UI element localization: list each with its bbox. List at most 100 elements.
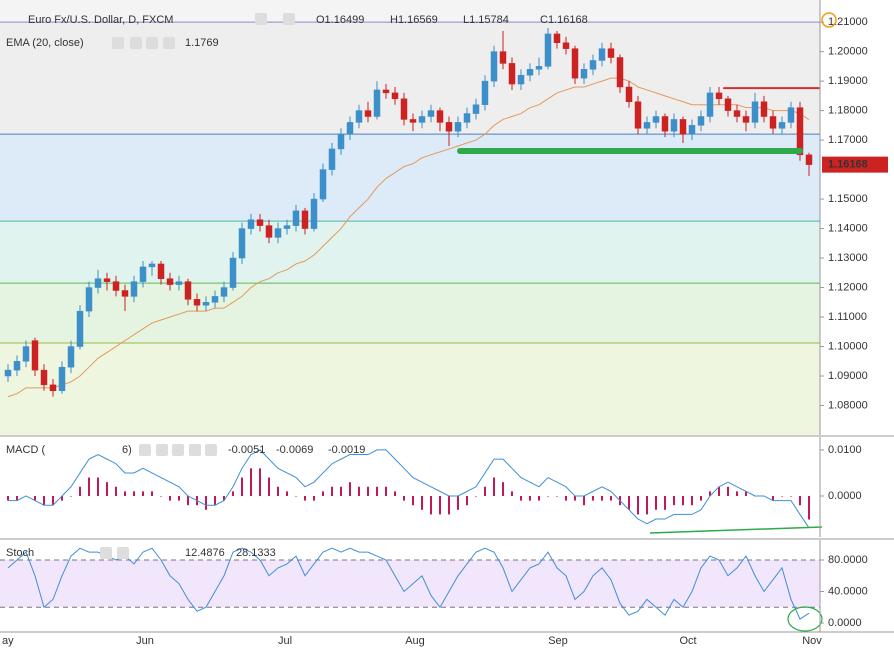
y-tick-label: 1.12000 bbox=[828, 281, 868, 293]
candle-body bbox=[400, 98, 408, 120]
candle-body bbox=[589, 60, 597, 70]
candle-body bbox=[472, 104, 480, 114]
candle-body bbox=[31, 340, 39, 371]
y-tick-label: 1.09000 bbox=[828, 370, 868, 382]
candle-body bbox=[274, 228, 282, 238]
y-tick-label: 1.14000 bbox=[828, 222, 868, 234]
macd-signal-value: -0.0019 bbox=[328, 444, 365, 456]
candle-body bbox=[778, 122, 786, 129]
macd-histogram-bar bbox=[286, 491, 288, 496]
candle-body bbox=[382, 89, 390, 94]
legend-icon bbox=[156, 444, 168, 456]
candle-body bbox=[256, 219, 264, 226]
candle-body bbox=[211, 296, 219, 303]
macd-histogram-bar bbox=[79, 486, 81, 496]
legend-icon bbox=[189, 444, 201, 456]
candle-body bbox=[436, 110, 444, 123]
candle-body bbox=[535, 66, 543, 70]
macd-histogram-bar bbox=[394, 491, 396, 496]
stoch-band bbox=[0, 560, 820, 608]
macd-histogram-bar bbox=[97, 477, 99, 496]
macd-histogram-bar bbox=[412, 495, 414, 506]
legend-icon bbox=[139, 444, 151, 456]
candle-body bbox=[175, 281, 183, 285]
macd-histogram-bar bbox=[169, 495, 171, 501]
candle-body bbox=[184, 281, 192, 300]
macd-histogram-bar bbox=[700, 495, 702, 501]
macd-histogram-bar bbox=[7, 495, 9, 501]
candle-body bbox=[553, 33, 561, 44]
y-tick-label: 1.10000 bbox=[828, 340, 868, 352]
candle-body bbox=[283, 225, 291, 229]
ema-legend: EMA (20, close) bbox=[6, 37, 84, 49]
candle-body bbox=[634, 101, 642, 129]
macd-histogram-bar bbox=[304, 495, 306, 501]
ohlc-value: C1.16168 bbox=[540, 14, 588, 26]
macd-histogram-bar bbox=[340, 486, 342, 496]
macd-histogram-bar bbox=[277, 486, 279, 496]
macd-histogram-bar bbox=[115, 486, 117, 496]
macd-histogram-bar bbox=[484, 486, 486, 496]
candle-body bbox=[22, 346, 30, 362]
ema-legend-value: 1.1769 bbox=[185, 37, 219, 49]
macd-histogram-bar bbox=[808, 495, 810, 520]
candle-body bbox=[202, 302, 210, 306]
last-price-box bbox=[822, 156, 888, 173]
legend-icon bbox=[117, 547, 129, 559]
candle-body bbox=[292, 210, 300, 226]
candle-body bbox=[220, 287, 228, 297]
macd-histogram-bar bbox=[637, 495, 639, 515]
macd-histogram-bar bbox=[259, 468, 261, 496]
candle-body bbox=[787, 107, 795, 123]
legend-icon bbox=[146, 37, 158, 49]
macd-histogram-bar bbox=[538, 495, 540, 501]
macd-histogram-bar bbox=[250, 468, 252, 496]
macd-histogram-bar bbox=[34, 495, 36, 501]
macd-histogram-bar bbox=[349, 482, 351, 496]
macd-histogram-bar bbox=[772, 495, 774, 501]
macd-histogram-bar bbox=[268, 477, 270, 496]
macd-histogram-bar bbox=[790, 495, 792, 497]
macd-line bbox=[8, 449, 810, 529]
macd-histogram-bar bbox=[565, 495, 567, 501]
legend-icon bbox=[172, 444, 184, 456]
y-tick-label: 1.21000 bbox=[828, 16, 868, 28]
candle-body bbox=[346, 122, 354, 135]
macd-histogram-bar bbox=[511, 491, 513, 496]
macd-histogram-bar bbox=[736, 491, 738, 496]
candle-body bbox=[85, 287, 93, 312]
candle-body bbox=[715, 92, 723, 100]
macd-histogram-bar bbox=[439, 495, 441, 515]
candle-body bbox=[724, 98, 732, 111]
candle-body bbox=[49, 384, 57, 392]
macd-legend: MACD ( bbox=[6, 444, 45, 456]
candle-body bbox=[526, 69, 534, 76]
candle-body bbox=[310, 198, 318, 229]
macd-histogram-bar bbox=[358, 486, 360, 496]
price-axis-bg bbox=[820, 0, 894, 435]
stoch-legend: Stoch bbox=[6, 547, 34, 559]
candle-body bbox=[139, 266, 147, 282]
candle-body bbox=[490, 51, 498, 82]
y-tick-label: 1.11000 bbox=[828, 311, 867, 323]
candle-body bbox=[751, 101, 759, 123]
candle-body bbox=[319, 169, 327, 200]
macd-histogram-bar bbox=[475, 495, 477, 497]
macd-histogram-bar bbox=[655, 495, 657, 510]
candle-body bbox=[499, 51, 507, 64]
candle-body bbox=[193, 299, 201, 306]
y-tick-label: 1.19000 bbox=[828, 75, 868, 87]
candle-body bbox=[364, 110, 372, 117]
macd-histogram-bar bbox=[529, 495, 531, 501]
macd-histogram-bar bbox=[385, 486, 387, 496]
candle-body bbox=[67, 346, 75, 368]
candle-body bbox=[580, 69, 588, 79]
y-tick-label: 0.0000 bbox=[828, 490, 862, 502]
legend-icon bbox=[255, 13, 267, 25]
macd-histogram-bar bbox=[241, 477, 243, 496]
y-tick-label: 1.13000 bbox=[828, 252, 868, 264]
candle-body bbox=[760, 101, 768, 117]
level-band bbox=[0, 342, 820, 435]
macd-histogram-bar bbox=[16, 495, 18, 501]
